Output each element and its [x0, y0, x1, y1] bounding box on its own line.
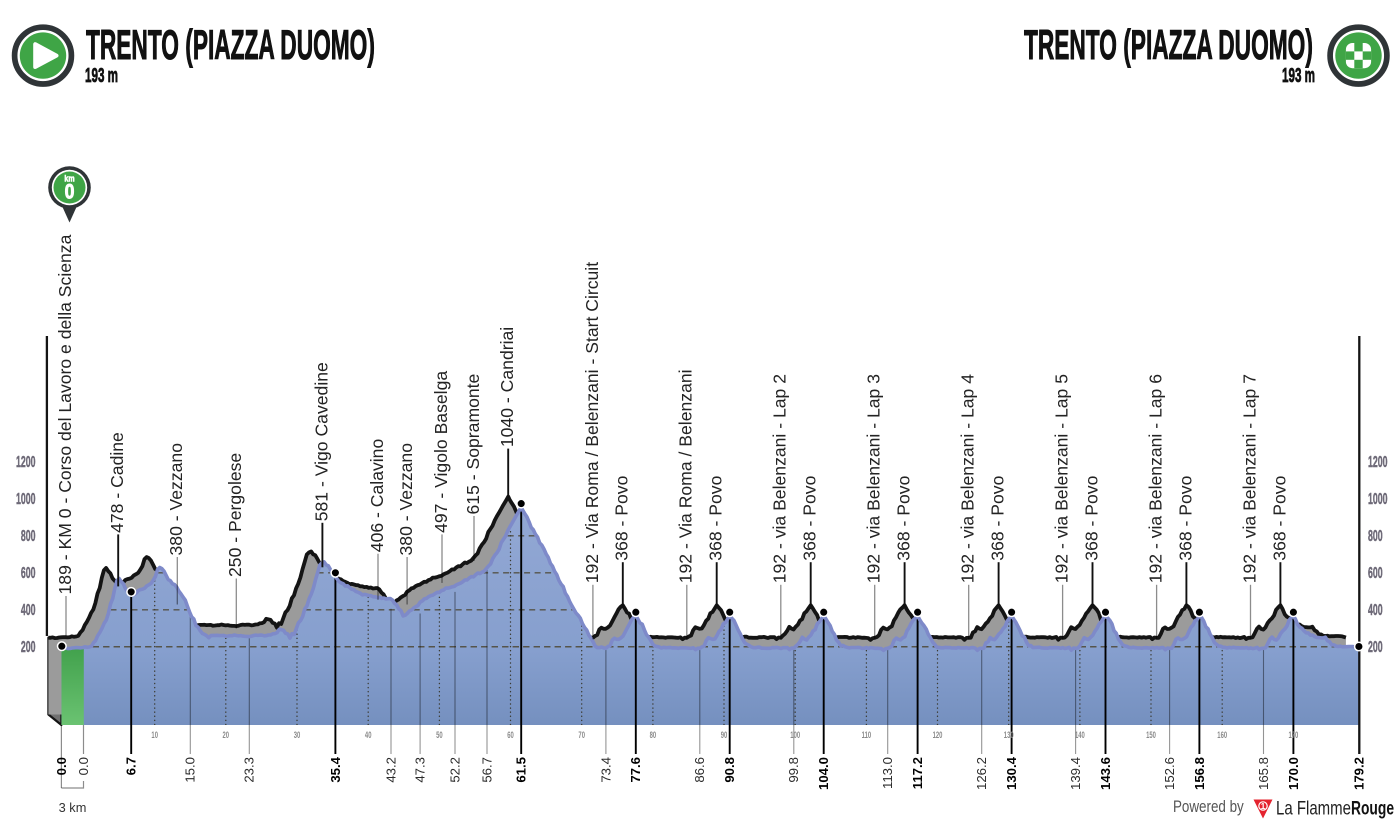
svg-text:192 - Via Roma / Belenzani: 192 - Via Roma / Belenzani [676, 369, 696, 583]
svg-text:61.5: 61.5 [514, 757, 529, 783]
svg-text:179.2: 179.2 [1351, 757, 1366, 790]
svg-text:70: 70 [578, 730, 585, 741]
svg-text:380 - Vezzano: 380 - Vezzano [166, 443, 186, 556]
svg-text:77.6: 77.6 [628, 757, 643, 783]
svg-text:126.2: 126.2 [974, 757, 989, 790]
svg-text:368 - Povo: 368 - Povo [1175, 475, 1195, 560]
svg-text:117.2: 117.2 [910, 757, 925, 789]
svg-text:90.8: 90.8 [722, 757, 737, 783]
svg-text:1200: 1200 [1368, 452, 1387, 471]
svg-text:80: 80 [650, 730, 657, 741]
svg-text:368 - Povo: 368 - Povo [1269, 475, 1289, 560]
svg-text:368 - Povo: 368 - Povo [894, 475, 914, 560]
svg-text:3 km: 3 km [59, 800, 87, 815]
svg-text:120: 120 [933, 730, 943, 741]
svg-text:86.6: 86.6 [692, 757, 707, 783]
svg-text:200: 200 [1368, 637, 1383, 656]
svg-text:104.0: 104.0 [816, 757, 831, 790]
svg-text:73.4: 73.4 [598, 757, 613, 783]
svg-text:368 - Povo: 368 - Povo [1081, 475, 1101, 560]
svg-text:km: km [64, 173, 74, 183]
svg-text:1040 - Candriai: 1040 - Candriai [497, 327, 517, 447]
svg-text:170: 170 [1288, 730, 1298, 741]
svg-text:1200: 1200 [16, 452, 35, 471]
svg-text:130: 130 [1004, 730, 1014, 741]
svg-text:192 - via Belenzani - Lap 2: 192 - via Belenzani - Lap 2 [770, 374, 790, 583]
svg-text:43.2: 43.2 [383, 757, 398, 783]
svg-text:200: 200 [21, 637, 36, 656]
svg-text:139.4: 139.4 [1068, 757, 1083, 790]
svg-text:143.6: 143.6 [1098, 757, 1113, 790]
svg-text:581 - Vigo Cavedine: 581 - Vigo Cavedine [311, 362, 331, 521]
svg-text:152.6: 152.6 [1162, 757, 1177, 790]
svg-text:100: 100 [790, 730, 800, 741]
svg-text:615 - Sopramonte: 615 - Sopramonte [463, 374, 483, 515]
svg-text:368 - Povo: 368 - Povo [612, 475, 632, 560]
svg-text:56.7: 56.7 [479, 757, 494, 783]
svg-text:1000: 1000 [1368, 489, 1387, 508]
svg-text:160: 160 [1217, 730, 1227, 741]
svg-text:6.7: 6.7 [124, 757, 139, 775]
svg-text:10: 10 [151, 730, 158, 741]
svg-text:406 - Calavino: 406 - Calavino [367, 439, 387, 553]
svg-text:35.4: 35.4 [328, 756, 343, 782]
svg-text:170.0: 170.0 [1286, 757, 1301, 790]
svg-text:800: 800 [1368, 526, 1383, 545]
svg-text:113.0: 113.0 [880, 757, 895, 789]
svg-text:Powered by: Powered by [1173, 798, 1244, 817]
svg-text:0.0: 0.0 [54, 757, 69, 775]
svg-text:368 - Povo: 368 - Povo [800, 475, 820, 560]
svg-text:15.0: 15.0 [183, 757, 198, 783]
svg-text:193 m: 193 m [1282, 65, 1315, 87]
svg-text:1: 1 [1261, 802, 1266, 811]
svg-text:99.8: 99.8 [786, 757, 801, 783]
svg-text:400: 400 [21, 600, 36, 619]
svg-text:192 - via Belenzani - Lap 4: 192 - via Belenzani - Lap 4 [958, 374, 978, 584]
svg-text:52.2: 52.2 [447, 757, 462, 783]
svg-text:60: 60 [507, 730, 514, 741]
svg-text:40: 40 [365, 730, 372, 741]
svg-text:156.8: 156.8 [1192, 757, 1207, 790]
svg-text:800: 800 [21, 526, 36, 545]
svg-text:TRENTO (PIAZZA DUOMO): TRENTO (PIAZZA DUOMO) [1024, 21, 1313, 68]
svg-text:150: 150 [1146, 730, 1156, 741]
svg-text:368 - Povo: 368 - Povo [706, 475, 726, 560]
svg-text:23.3: 23.3 [242, 757, 257, 783]
svg-text:380 - Vezzano: 380 - Vezzano [396, 443, 416, 556]
svg-text:400: 400 [1368, 600, 1383, 619]
svg-text:1000: 1000 [16, 489, 35, 508]
svg-text:192 - via Belenzani - Lap 5: 192 - via Belenzani - Lap 5 [1052, 374, 1072, 584]
svg-text:Rouge: Rouge [1351, 797, 1394, 819]
svg-text:0: 0 [65, 180, 75, 204]
svg-text:192 - via Belenzani - Lap 7: 192 - via Belenzani - Lap 7 [1239, 374, 1259, 583]
svg-text:47.3: 47.3 [413, 757, 428, 783]
svg-text:600: 600 [21, 563, 36, 582]
svg-text:193 m: 193 m [85, 65, 118, 87]
svg-text:30: 30 [294, 730, 301, 741]
svg-text:20: 20 [223, 730, 230, 741]
svg-text:130.4: 130.4 [1004, 756, 1019, 790]
svg-text:0.0: 0.0 [76, 757, 91, 775]
svg-text:497 - Vigolo Baselga: 497 - Vigolo Baselga [431, 371, 451, 533]
svg-text:140: 140 [1075, 730, 1085, 741]
svg-text:192 - via Belenzani - Lap 6: 192 - via Belenzani - Lap 6 [1146, 374, 1166, 584]
svg-text:192 - Via Roma / Belenzani - S: 192 - Via Roma / Belenzani - Start Circu… [582, 262, 602, 583]
svg-text:189 - KM 0 - Corso del Lavoro: 189 - KM 0 - Corso del Lavoro e della Sc… [55, 234, 75, 594]
svg-text:165.8: 165.8 [1256, 757, 1271, 790]
svg-text:50: 50 [436, 730, 443, 741]
svg-text:250 - Pergolese: 250 - Pergolese [225, 453, 245, 577]
svg-text:478 - Cadine: 478 - Cadine [107, 432, 127, 533]
svg-text:La Flamme: La Flamme [1276, 798, 1351, 819]
svg-text:110: 110 [862, 730, 872, 741]
svg-text:192 - via Belenzani - Lap 3: 192 - via Belenzani - Lap 3 [864, 374, 884, 584]
svg-text:TRENTO (PIAZZA DUOMO): TRENTO (PIAZZA DUOMO) [86, 21, 375, 68]
svg-text:368 - Povo: 368 - Povo [988, 475, 1008, 560]
svg-text:600: 600 [1368, 563, 1383, 582]
svg-text:90: 90 [721, 730, 728, 741]
